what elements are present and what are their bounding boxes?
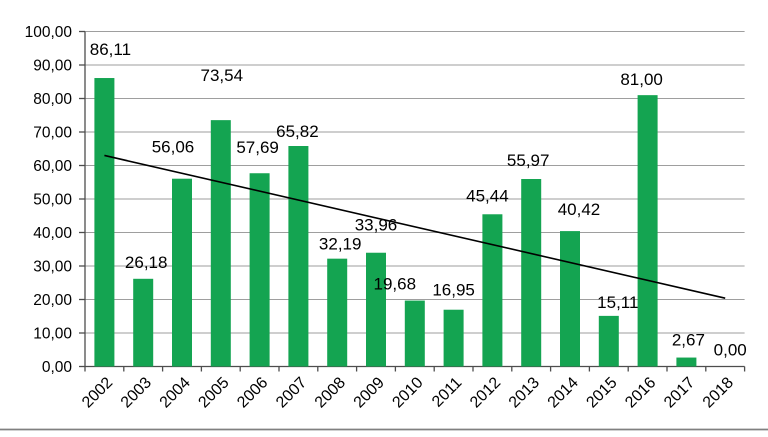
x-axis-label-2016: 2016 (622, 374, 659, 411)
x-axis-label-2006: 2006 (234, 374, 271, 411)
value-label-2007: 65,82 (276, 122, 319, 141)
x-axis-label-2003: 2003 (118, 374, 155, 411)
value-label-2012: 45,44 (466, 186, 509, 205)
x-axis-label-2007: 2007 (273, 374, 310, 411)
x-axis-label-2005: 2005 (195, 374, 232, 411)
value-label-2002: 86,11 (90, 40, 131, 59)
x-axis-label-2008: 2008 (312, 374, 349, 411)
bar-2005 (210, 120, 231, 367)
bar-2017 (676, 357, 697, 367)
y-axis-tick-label: 10,00 (33, 326, 72, 343)
bar-2002 (94, 78, 115, 367)
bar-2003 (133, 278, 154, 367)
bar-2010 (404, 300, 425, 367)
y-axis-tick-label: 50,00 (33, 192, 72, 209)
x-axis-label-2013: 2013 (506, 374, 543, 411)
x-axis-label-2010: 2010 (389, 374, 426, 411)
x-axis-label-2002: 2002 (79, 374, 116, 411)
x-axis-label-2017: 2017 (661, 374, 698, 411)
y-axis-tick-label: 30,00 (33, 259, 72, 276)
y-axis-tick-label: 20,00 (33, 292, 72, 309)
value-label-2016: 81,00 (620, 70, 663, 89)
value-label-2013: 55,97 (507, 151, 550, 170)
value-label-2003: 26,18 (125, 253, 168, 272)
y-axis-tick-label: 90,00 (33, 58, 72, 75)
bar-2004 (172, 178, 192, 367)
x-axis-label-2018: 2018 (700, 374, 737, 411)
x-axis-label-2011: 2011 (429, 374, 465, 410)
bar-2011 (443, 309, 464, 367)
bar-2006 (249, 173, 270, 367)
y-axis-tick-label: 60,00 (33, 158, 72, 175)
y-axis-tick-label: 0,00 (42, 359, 73, 376)
value-label-2011: 16,95 (432, 281, 475, 300)
x-axis-label-2009: 2009 (351, 374, 388, 411)
y-axis-tick-label: 40,00 (33, 225, 72, 242)
value-label-2017: 2,67 (672, 331, 705, 350)
value-label-2009: 33,96 (355, 216, 398, 235)
bar-2007 (288, 146, 309, 367)
trend-line (104, 154, 726, 299)
value-label-2018: 0,00 (714, 341, 747, 360)
bar-2012 (482, 214, 503, 367)
y-axis-tick-label: 80,00 (33, 91, 72, 108)
bar-2014 (560, 231, 580, 367)
value-label-2015: 15,11 (597, 293, 638, 312)
bar-2016 (637, 95, 658, 367)
value-label-2006: 57,69 (236, 138, 279, 157)
value-label-2004: 56,06 (152, 138, 195, 157)
bar-2009 (366, 252, 386, 367)
y-axis-tick-label: 70,00 (33, 125, 72, 142)
bar-2013 (521, 179, 542, 367)
value-label-2014: 40,42 (558, 200, 601, 219)
bar-2008 (327, 258, 348, 367)
x-axis-label-2014: 2014 (545, 374, 582, 411)
x-axis-label-2004: 2004 (157, 374, 194, 411)
y-axis-tick-label: 100,00 (25, 24, 73, 41)
value-label-2008: 32,19 (319, 235, 362, 254)
x-axis-label-2012: 2012 (467, 374, 504, 411)
bar-2015 (598, 315, 619, 367)
x-axis-label-2015: 2015 (583, 374, 620, 411)
value-label-2010: 19,68 (374, 275, 417, 294)
value-label-2005: 73,54 (201, 66, 244, 85)
